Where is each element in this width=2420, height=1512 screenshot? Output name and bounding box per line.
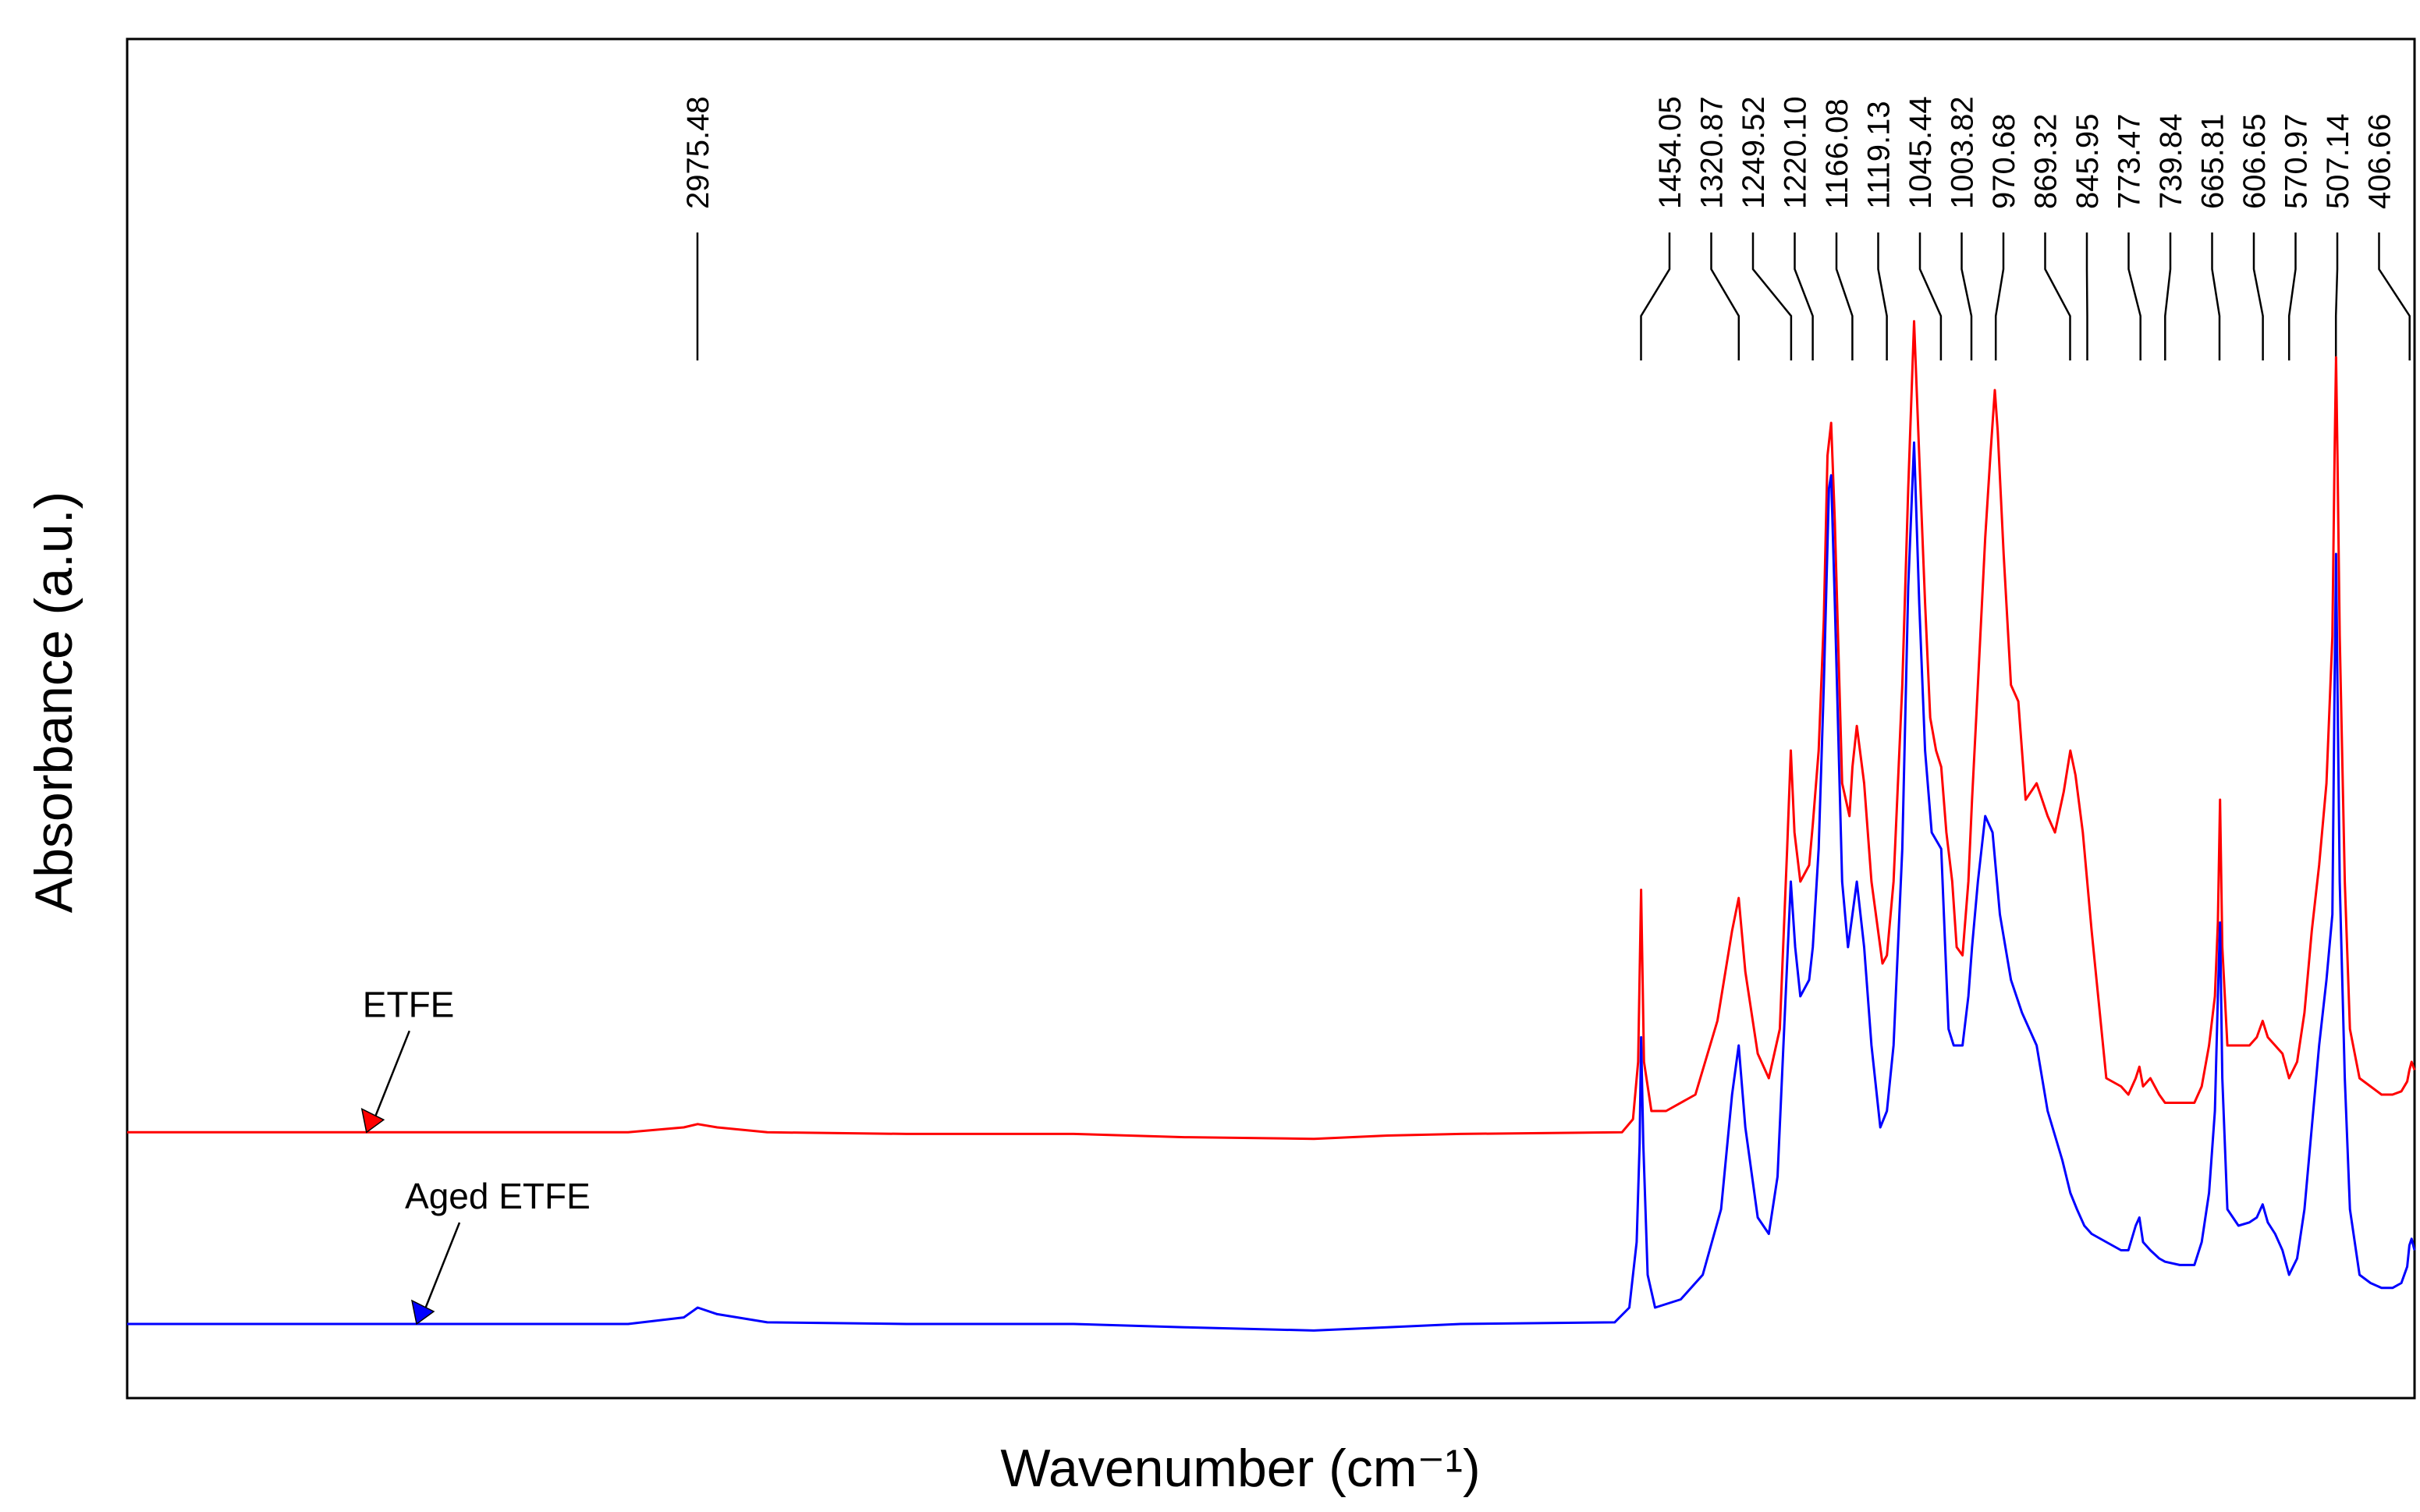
peak-marker-group [696, 232, 2411, 360]
peak-label: 570.97 [2280, 114, 2314, 209]
series-label-aged-etfe: Aged ETFE [405, 1176, 591, 1216]
peak-label-group: 2975.48 1454.05 1320.87 1249.52 1220.10 1166.… [681, 96, 2397, 209]
peak-marker-line [1751, 232, 1793, 360]
x-axis-title: Wavenumber (cm⁻¹) [1000, 1439, 1480, 1498]
peak-label: 606.65 [2237, 114, 2272, 209]
peak-marker-line [1918, 232, 1943, 360]
peak-label: 1045.44 [1904, 96, 1938, 209]
annotation-arrow-line [421, 1222, 461, 1315]
annotation-arrow-head [410, 1299, 435, 1326]
peak-label: 665.81 [2196, 114, 2230, 209]
series-line-etfe [127, 320, 2416, 1141]
series-label-etfe: ETFE [363, 984, 455, 1024]
peak-marker-line [2044, 232, 2071, 360]
peak-marker-line [1835, 232, 1854, 360]
peak-label: 739.84 [2154, 114, 2188, 209]
peak-marker-line [1640, 232, 1671, 360]
peak-label: 1166.08 [1820, 98, 1854, 209]
peak-label: 1249.52 [1737, 96, 1771, 209]
peak-marker-line [2211, 232, 2221, 360]
peak-marker-line [2252, 232, 2264, 360]
peak-marker-line [1710, 232, 1740, 360]
peak-label: 1220.10 [1779, 96, 1813, 209]
peak-marker-line [2085, 232, 2088, 360]
peak-marker-line [2127, 232, 2141, 360]
series-group [127, 320, 2416, 1332]
plot-frame [126, 37, 2416, 1400]
peak-label: 845.95 [2070, 114, 2105, 209]
peak-marker-line [1960, 232, 1973, 360]
peak-label: 1003.82 [1946, 96, 1980, 209]
peak-label: 1320.87 [1695, 96, 1730, 209]
peak-label: 1454.05 [1653, 96, 1687, 209]
series-annotation-group: ETFE Aged ETFE [360, 984, 591, 1326]
peak-label: 773.47 [2113, 114, 2147, 209]
peak-marker-line [2287, 232, 2297, 360]
y-axis-title: Absorbance (a.u.) [24, 492, 83, 914]
peak-label: 869.32 [2029, 114, 2063, 209]
peak-marker-line [1877, 232, 1888, 360]
peak-marker-line [2378, 232, 2411, 360]
peak-label: 970.68 [1987, 114, 2021, 209]
peak-marker-line [2334, 232, 2339, 360]
peak-label: 406.66 [2363, 114, 2397, 209]
annotation-arrow-line [371, 1030, 410, 1123]
peak-marker-line [2164, 232, 2172, 360]
peak-label: 507.14 [2321, 114, 2355, 209]
annotation-arrow-head [360, 1107, 385, 1134]
peak-label: 2975.48 [681, 96, 715, 209]
peak-marker-line [1994, 232, 2005, 360]
peak-marker-line [1794, 232, 1814, 360]
peak-label: 1119.13 [1862, 101, 1897, 209]
series-line-aged-etfe [127, 441, 2416, 1332]
